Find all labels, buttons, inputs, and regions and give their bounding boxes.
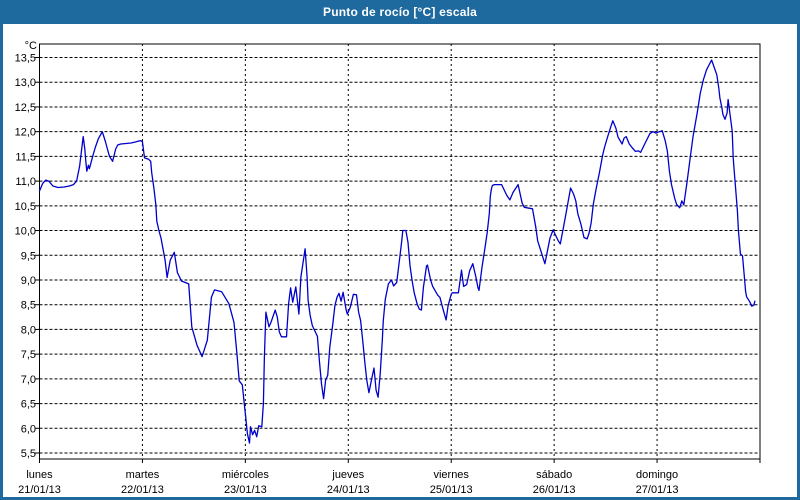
x-date-label: 26/01/13 [533,484,576,496]
x-date-label: 21/01/13 [18,484,61,496]
x-weekday-label: viernes [433,469,469,481]
y-tick-label: 6,5 [21,399,36,411]
y-tick-label: 13,0 [15,77,36,89]
x-weekday-label: lunes [26,469,53,481]
x-date-label: 23/01/13 [224,484,267,496]
y-tick-label: 10,0 [15,226,36,238]
y-tick-label: 12,0 [15,127,36,139]
x-weekday-label: jueves [331,469,364,481]
x-weekday-label: domingo [636,469,678,481]
y-tick-label: 9,5 [21,250,36,262]
window-title: Punto de rocío [°C] escala [322,5,478,19]
y-tick-label: 10,5 [15,201,36,213]
y-axis-unit-label: °C [25,40,37,52]
x-date-label: 24/01/13 [327,484,370,496]
y-tick-label: 7,0 [21,374,36,386]
plot-border [39,43,761,460]
y-tick-label: 6,0 [21,423,36,435]
y-tick-label: 11,5 [15,151,36,163]
y-tick-label: 7,5 [21,349,36,361]
titlebar: Punto de rocío [°C] escala [0,0,800,24]
x-date-label: 27/01/13 [636,484,679,496]
x-weekday-label: martes [126,469,160,481]
x-date-label: 25/01/13 [430,484,473,496]
y-tick-label: 5,5 [21,448,36,460]
x-weekday-label: sábado [536,469,572,481]
y-tick-label: 12,5 [15,102,36,114]
x-weekday-label: miércoles [222,469,270,481]
y-tick-label: 13,5 [15,53,36,65]
x-date-label: 22/01/13 [121,484,164,496]
y-tick-label: 8,0 [21,324,36,336]
y-tick-label: 11,0 [15,176,36,188]
dew-point-series-line [38,59,756,444]
y-tick-label: 8,5 [21,300,36,312]
y-tick-label: 9,0 [21,275,36,287]
